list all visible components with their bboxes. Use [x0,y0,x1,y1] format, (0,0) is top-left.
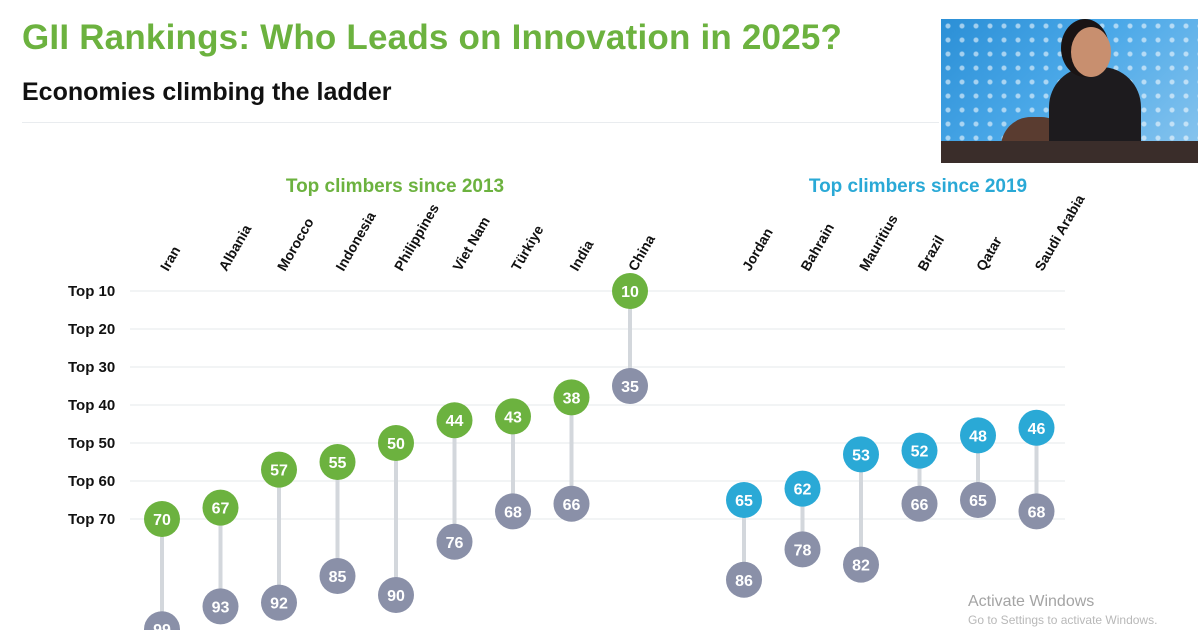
country-label-qatar: Qatar [973,233,1005,273]
y-tick-label: Top 40 [68,397,115,414]
country-label-jordan: Jordan [739,225,776,273]
title-divider [22,122,1182,123]
page-subtitle: Economies climbing the ladder [22,78,392,106]
current-rank-label: 55 [329,455,347,472]
y-tick-label: Top 20 [68,321,115,338]
start-rank-marker [495,493,531,530]
y-tick-label: Top 60 [68,473,115,490]
start-rank-label: 93 [212,599,230,616]
current-rank-label: 10 [621,284,639,301]
current-rank-marker [378,425,414,461]
activation-watermark: Activate Windows Go to Settings to activ… [968,592,1157,630]
current-rank-marker [495,398,531,435]
current-rank-marker [319,444,356,480]
start-rank-label: 68 [1028,504,1046,521]
current-rank-label: 48 [969,428,987,445]
current-rank-marker [843,436,879,473]
country-label-albania: Albania [215,222,254,274]
watermark-line-1: Activate Windows [968,593,1095,610]
y-tick-label: Top 70 [68,511,115,528]
start-rank-marker [784,531,821,568]
start-rank-label: 99 [153,622,171,630]
country-label-philippines: Philippines [391,201,442,274]
page-title: GII Rankings: Who Leads on Innovation in… [22,18,843,57]
video-speaker-head [1071,27,1111,77]
start-rank-marker [901,485,938,522]
current-rank-label: 62 [794,482,812,499]
start-rank-label: 92 [270,596,288,613]
start-rank-label: 90 [387,588,405,605]
current-rank-marker [144,501,180,537]
current-rank-label: 53 [852,447,870,464]
current-rank-marker [553,379,590,416]
start-rank-marker [436,523,473,560]
country-label-saudi-arabia: Saudi Arabia [1031,192,1087,274]
country-label-indonesia: Indonesia [332,209,379,274]
start-rank-marker [378,577,414,613]
group-title: Top climbers since 2019 [809,176,1027,197]
video-stage [941,141,1198,163]
country-label-iran: Iran [157,243,184,273]
current-rank-marker [726,482,762,518]
start-rank-marker [202,588,239,625]
start-rank-label: 76 [446,535,464,552]
watermark-line-2: Go to Settings to activate Windows. [968,613,1158,627]
start-rank-label: 65 [969,493,987,510]
current-rank-label: 50 [387,436,405,453]
current-rank-marker [1018,409,1055,446]
start-rank-label: 68 [504,504,522,521]
start-rank-marker [960,482,996,518]
current-rank-marker [202,489,239,526]
current-rank-marker [612,273,648,309]
current-rank-label: 70 [153,512,171,529]
current-rank-label: 46 [1028,421,1046,438]
current-rank-marker [436,402,473,439]
country-label-turkiye: Türkiye [508,222,547,273]
current-rank-label: 67 [212,501,230,518]
start-rank-marker [843,546,879,583]
current-rank-label: 44 [446,413,464,430]
start-rank-marker [612,368,648,404]
start-rank-label: 86 [735,573,753,590]
start-rank-label: 78 [794,542,812,559]
country-label-viet-nam: Viet Nam [449,214,493,274]
current-rank-label: 43 [504,409,522,426]
current-rank-marker [960,417,996,454]
start-rank-label: 82 [852,558,870,575]
current-rank-marker [901,432,938,469]
country-label-morocco: Morocco [274,215,317,274]
start-rank-marker [319,558,356,594]
country-label-brazil: Brazil [914,232,947,273]
current-rank-label: 57 [270,463,288,480]
start-rank-label: 85 [329,569,347,586]
start-rank-marker [1018,493,1055,530]
start-rank-label: 66 [563,497,581,514]
current-rank-label: 38 [563,390,581,407]
y-tick-label: Top 30 [68,359,115,376]
start-rank-label: 66 [911,497,929,514]
start-rank-label: 35 [621,379,639,396]
y-tick-label: Top 50 [68,435,115,452]
group-title: Top climbers since 2013 [286,176,504,197]
speaker-video-inset [939,17,1200,165]
start-rank-marker [553,485,590,522]
start-rank-marker [726,561,762,598]
country-label-india: India [566,237,596,273]
start-rank-marker [144,611,180,630]
y-tick-label: Top 10 [68,283,115,300]
current-rank-label: 52 [911,444,929,461]
country-label-bahrain: Bahrain [797,220,837,273]
country-label-mauritius: Mauritius [856,211,901,273]
current-rank-marker [784,470,821,507]
country-label-china: China [625,232,658,274]
current-rank-label: 65 [735,493,753,510]
start-rank-marker [261,584,297,621]
current-rank-marker [261,451,297,488]
